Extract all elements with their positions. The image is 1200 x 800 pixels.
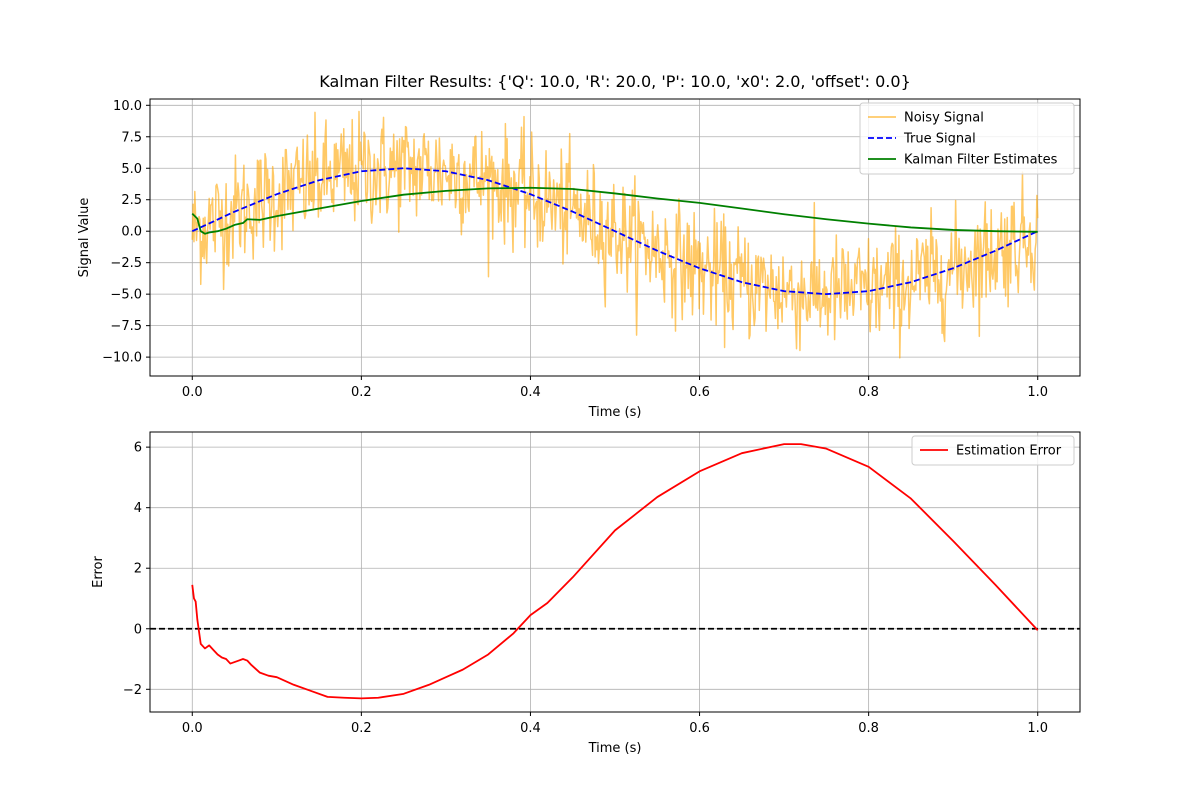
bottom-x-tick-label: 0.8: [858, 721, 879, 736]
top-x-tick-label: 0.6: [689, 385, 710, 400]
top-x-tick-label: 0.4: [520, 385, 541, 400]
top-y-tick-label: −5.0: [110, 288, 142, 303]
top-y-tick-label: −10.0: [102, 351, 142, 366]
top-legend: Noisy Signal True Signal Kalman Filter Est…: [859, 102, 1075, 175]
top-x-tick-label: 0.8: [858, 385, 879, 400]
bottom-series-layer: [191, 443, 1039, 700]
bottom-x-tick-label: 0.0: [182, 721, 203, 736]
bottom-y-tick-label: 4: [134, 501, 142, 516]
top-legend-entry: True Signal: [903, 132, 976, 147]
top-plot-frame: [149, 98, 1081, 377]
bottom-y-axis-label: Error: [91, 556, 106, 588]
bottom-x-tick-label: 0.6: [689, 721, 710, 736]
top-y-tick-label: 7.5: [121, 130, 142, 145]
top-ticks: 0.0 0.2 0.4 0.6 0.8 1.0 −10.0 −7.5 −5.0 −2.5 0.0 2.…: [102, 99, 1048, 400]
bottom-y-tick-label: −2: [123, 683, 142, 698]
bottom-x-tick-label: 0.4: [520, 721, 541, 736]
top-y-tick-label: 0.0: [121, 225, 142, 240]
bottom-x-tick-label: 0.2: [351, 721, 372, 736]
top-y-tick-label: 2.5: [121, 193, 142, 208]
top-series-layer: [191, 110, 1039, 359]
bottom-legend-box: [911, 435, 1075, 466]
top-y-tick-label: 5.0: [121, 162, 142, 177]
top-y-tick-label: 10.0: [113, 99, 142, 114]
top-series-noisy-signal: [191, 110, 1039, 359]
top-x-axis-label: Time (s): [588, 405, 642, 420]
top-x-tick-label: 0.2: [351, 385, 372, 400]
top-legend-entry: Noisy Signal: [904, 111, 984, 126]
bottom-ticks: 0.0 0.2 0.4 0.6 0.8 1.0 −2 0 2 4 6: [123, 441, 1048, 736]
top-series-kalman-filter-estimates: [191, 186, 1038, 235]
top-y-tick-label: −2.5: [110, 256, 142, 271]
top-legend-box: [859, 102, 1075, 175]
bottom-y-tick-label: 6: [134, 441, 142, 456]
top-series-true-signal: [191, 167, 1039, 296]
bottom-legend-entry: Estimation Error: [956, 444, 1062, 459]
top-x-tick-label: 1.0: [1027, 385, 1048, 400]
top-y-axis-label: Signal Value: [77, 198, 92, 278]
top-legend-entry: Kalman Filter Estimates: [904, 153, 1058, 168]
bottom-series-estimation-error: [191, 443, 1039, 700]
bottom-y-tick-label: 0: [134, 622, 142, 637]
bottom-plot-frame: [149, 431, 1081, 713]
top-x-tick-label: 0.0: [182, 385, 203, 400]
top-y-tick-label: −7.5: [110, 319, 142, 334]
bottom-x-axis-label: Time (s): [588, 741, 642, 756]
chart-title: Kalman Filter Results: {'Q': 10.0, 'R': …: [319, 72, 911, 91]
bottom-x-tick-label: 1.0: [1027, 721, 1048, 736]
top-axes: Kalman Filter Results: {'Q': 10.0, 'R': …: [77, 72, 1081, 420]
bottom-legend: Estimation Error: [911, 435, 1075, 466]
bottom-y-tick-label: 2: [134, 562, 142, 577]
